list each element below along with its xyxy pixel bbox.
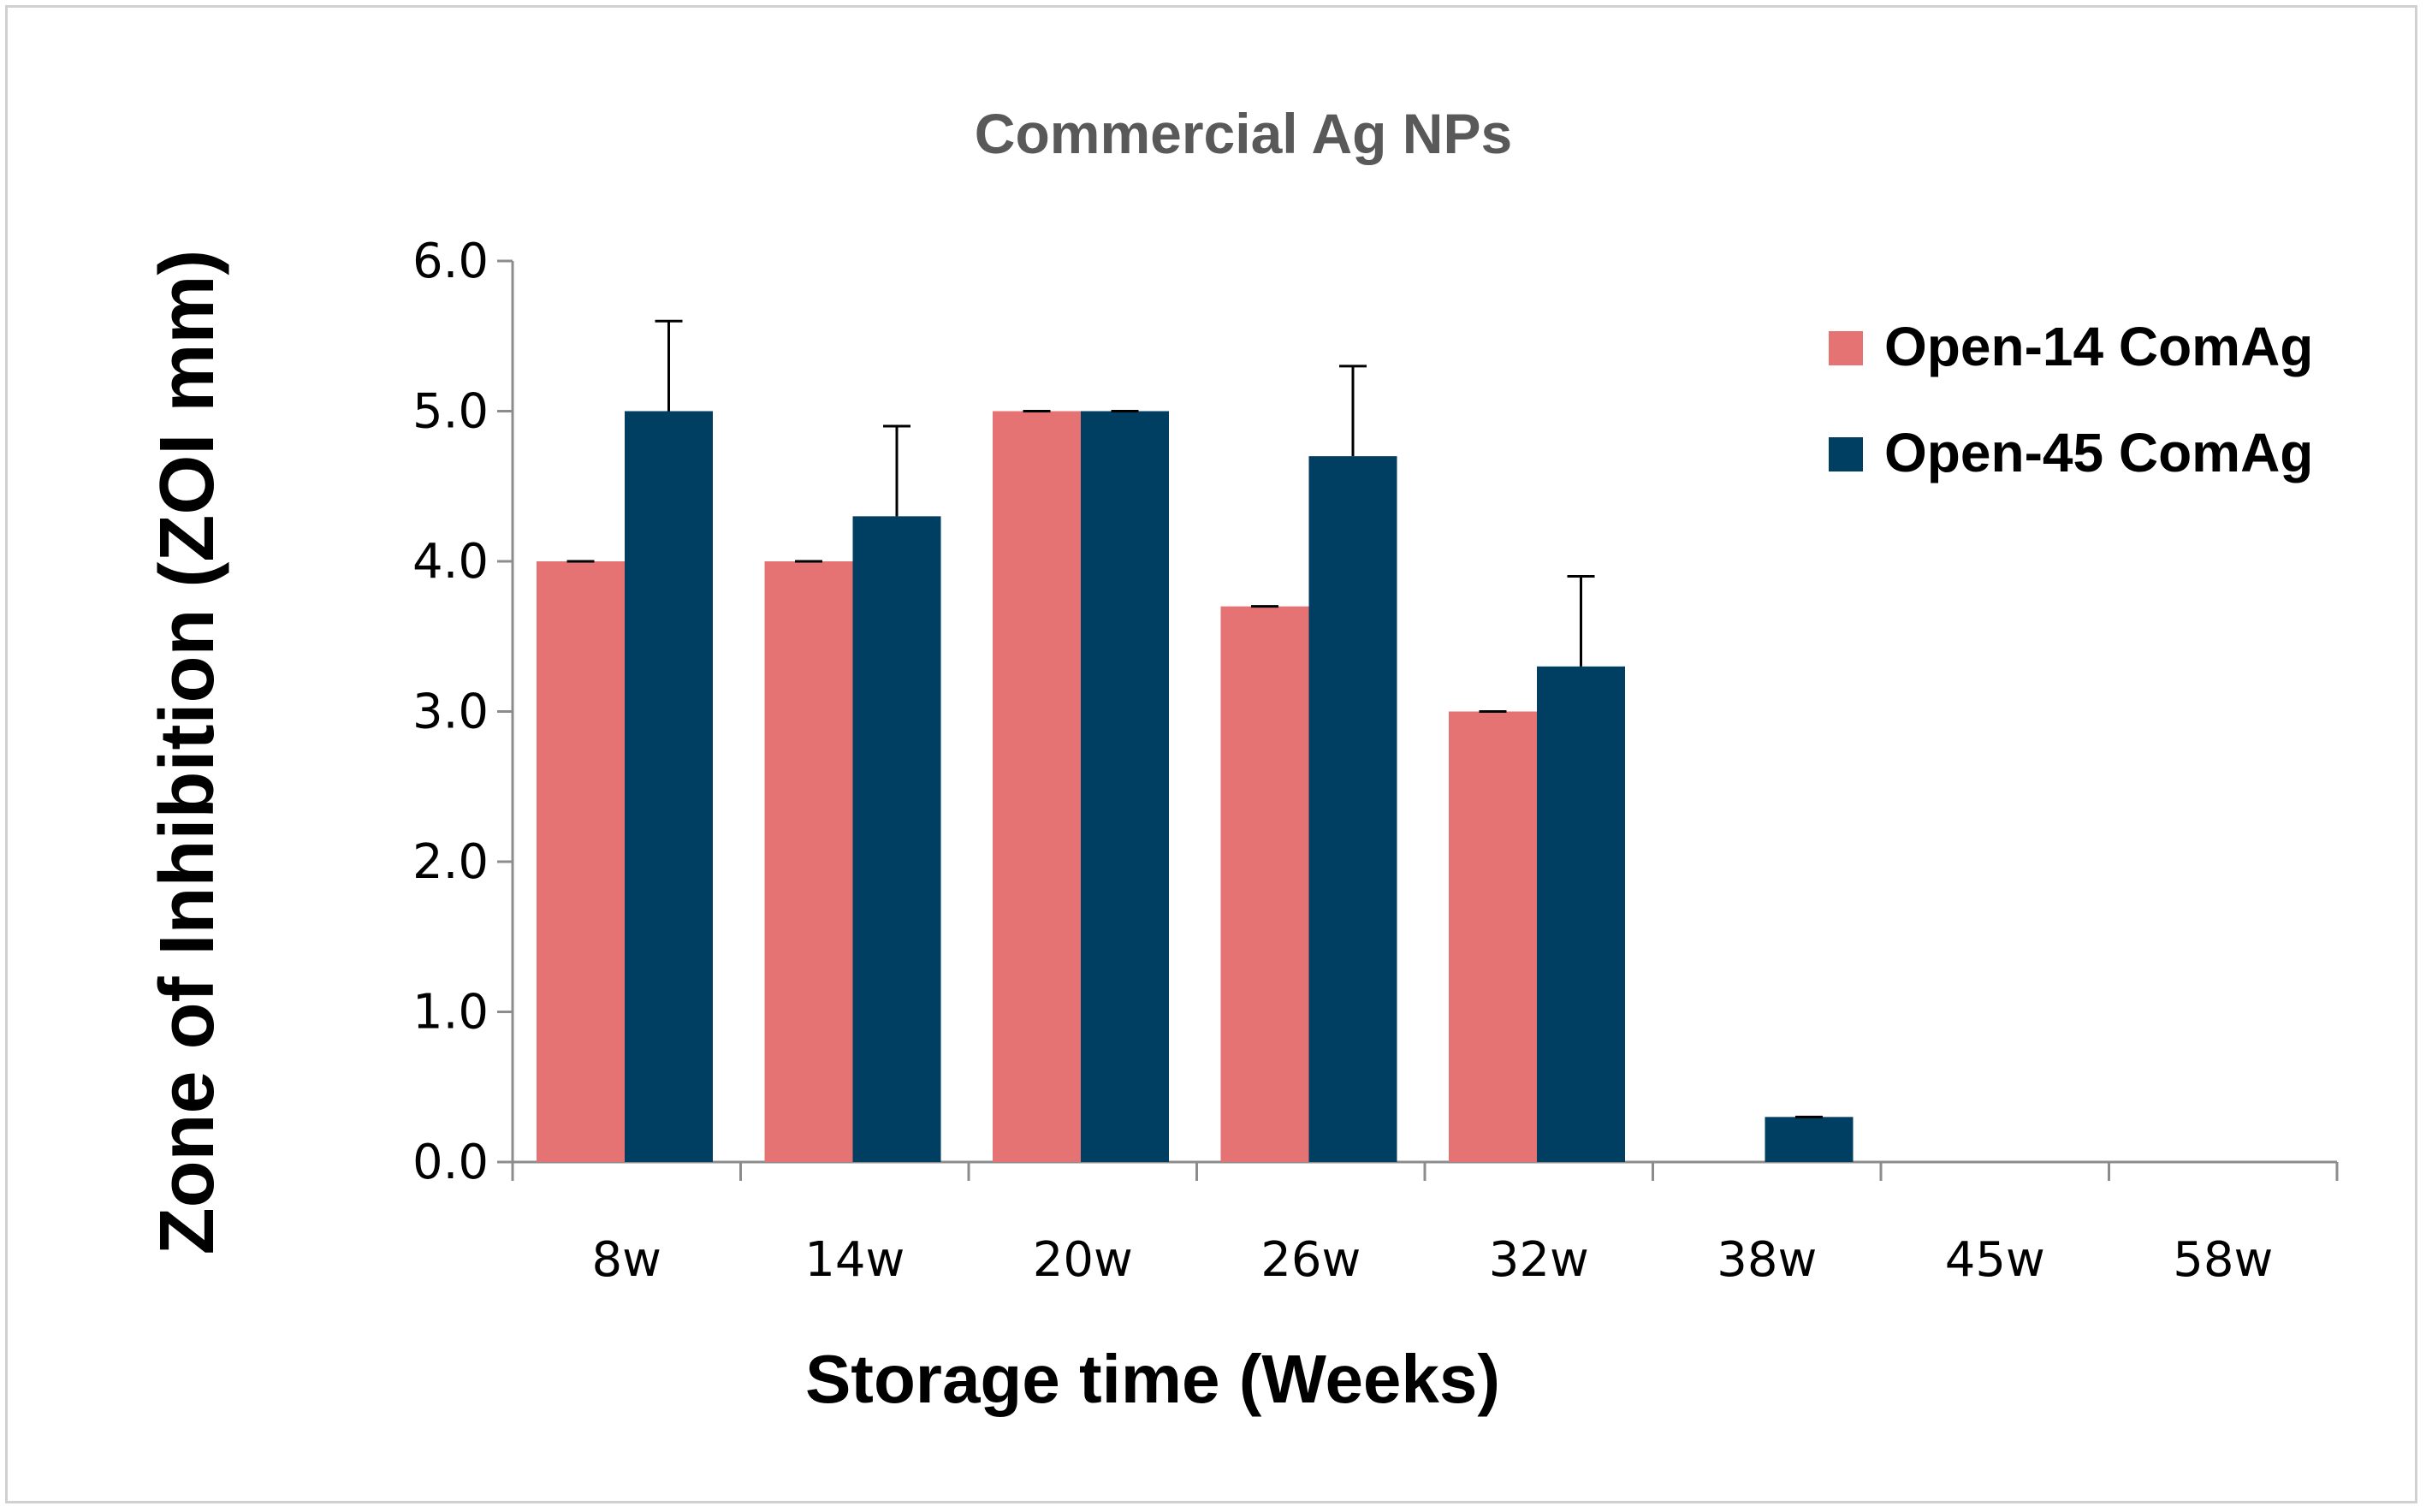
y-tick-label: 1.0	[412, 985, 489, 1041]
error-bars	[566, 319, 1823, 1118]
y-tick-label: 0.0	[412, 1135, 489, 1190]
y-tick-label: 4.0	[412, 534, 489, 590]
chart-frame: Commercial Ag NPs 0.0 1.0 2.0 3.0 4.0 5.0 6.0 8…	[5, 5, 2417, 1503]
bar-chart: Commercial Ag NPs 0.0 1.0 2.0 3.0 4.0 5.0 6.0 8…	[145, 102, 2339, 1417]
legend-label-open-14: Open-14 ComAg	[1884, 316, 2313, 377]
chart-title: Commercial Ag NPs	[975, 102, 1512, 165]
y-tick-label: 6.0	[412, 234, 489, 289]
x-tick-label: 8w	[592, 1232, 661, 1288]
y-tick-label: 2.0	[412, 834, 489, 890]
x-tick-label: 38w	[1717, 1232, 1817, 1288]
x-tick-label: 32w	[1489, 1232, 1589, 1288]
bar-open-45-8w	[625, 411, 713, 1162]
x-axis-label: Storage time (Weeks)	[805, 1341, 1500, 1417]
legend-label-open-45: Open-45 ComAg	[1884, 422, 2313, 483]
bars	[537, 411, 1854, 1162]
x-tick-label: 45w	[1945, 1232, 2045, 1288]
bar-open-14-32w	[1449, 711, 1537, 1162]
x-tick-label: 20w	[1033, 1232, 1133, 1288]
legend-swatch-open-14	[1829, 331, 1863, 365]
bar-open-45-20w	[1081, 411, 1169, 1162]
bar-open-14-14w	[764, 561, 853, 1162]
legend-swatch-open-45	[1829, 437, 1863, 471]
bar-open-45-32w	[1537, 666, 1625, 1162]
bar-open-45-26w	[1308, 456, 1397, 1162]
y-tick-label: 3.0	[412, 685, 489, 740]
bar-open-14-20w	[993, 411, 1081, 1162]
x-tick-label: 14w	[804, 1232, 905, 1288]
y-axis-label: Zone of Inhibition (ZOI mm)	[145, 250, 230, 1255]
bar-open-45-14w	[852, 516, 941, 1162]
bar-open-45-38w	[1765, 1117, 1854, 1162]
legend: Open-14 ComAg Open-45 ComAg	[1829, 316, 2313, 483]
y-tick-label: 5.0	[412, 384, 489, 440]
bar-open-14-26w	[1220, 606, 1309, 1162]
x-tick-label: 26w	[1260, 1232, 1361, 1288]
bar-open-14-8w	[537, 561, 625, 1162]
tick-labels: 0.0 1.0 2.0 3.0 4.0 5.0 6.0 8w 14w 20w 26w 32w 38w 45…	[412, 234, 2273, 1288]
x-tick-label: 58w	[2173, 1232, 2273, 1288]
